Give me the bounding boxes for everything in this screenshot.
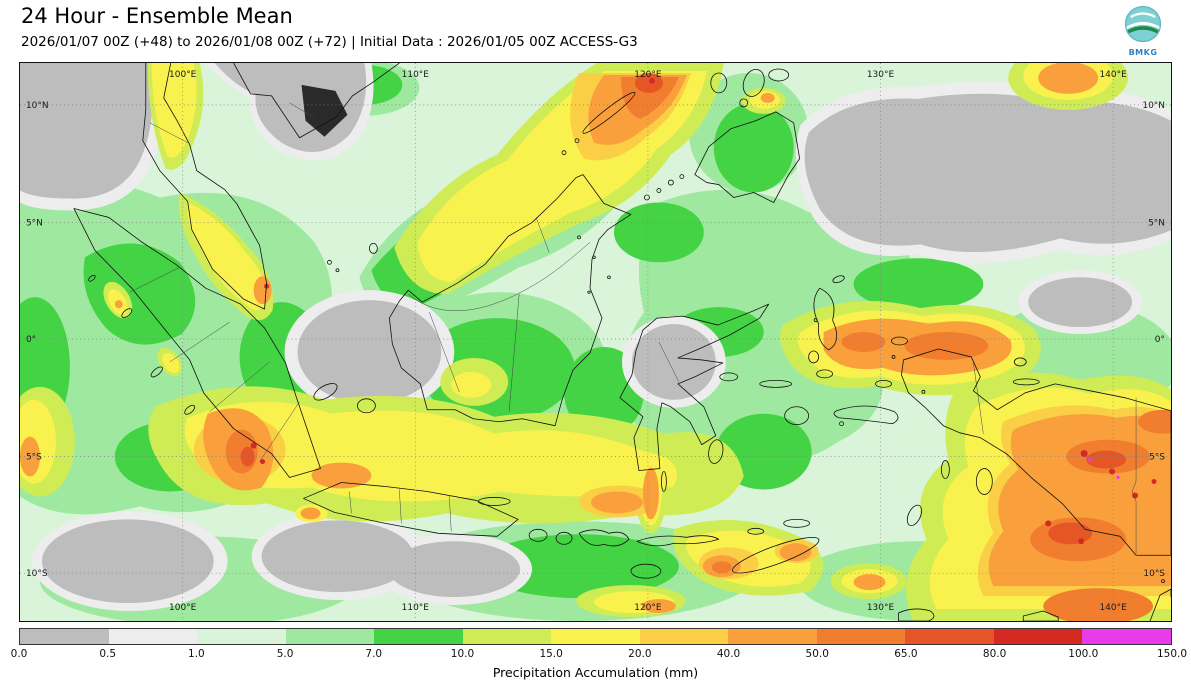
colorbar-tick: 15.0: [539, 648, 563, 660]
axis-labels: 100°E 110°E 120°E 130°E 140°E 100°E 110°…: [26, 70, 1165, 613]
bmkg-logo-caption: BMKG: [1128, 48, 1158, 57]
colorbar-segment: [285, 629, 375, 644]
lon-label: 100°E: [169, 603, 197, 613]
colorbar-segment: [462, 629, 552, 644]
colorbar-tick: 50.0: [805, 648, 829, 660]
page-subtitle: 2026/01/07 00Z (+48) to 2026/01/08 00Z (…: [21, 34, 638, 50]
lon-label: 130°E: [867, 603, 895, 613]
colorbar-segment: [816, 629, 906, 644]
colorbar-tick: 0.5: [99, 648, 117, 660]
lon-label: 110°E: [402, 70, 430, 80]
colorbar-tick: 65.0: [894, 648, 918, 660]
colorbar-ticks: 0.0 0.5 1.0 5.0 7.0 10.0 15.0 20.0 40.0 …: [11, 648, 1187, 661]
lat-label: 0°: [1155, 335, 1165, 345]
colorbar-segment: [374, 629, 463, 644]
colorbar-tick: 150.0: [1156, 648, 1188, 660]
precipitation-map: 100°E 110°E 120°E 130°E 140°E 100°E 110°…: [19, 62, 1172, 622]
lon-label: 100°E: [169, 70, 197, 80]
lon-label: 140°E: [1099, 70, 1127, 80]
lat-label: 5°N: [1148, 218, 1165, 228]
lat-label: 5°S: [26, 453, 42, 463]
page-title: 24 Hour - Ensemble Mean: [21, 4, 293, 28]
colorbar-tick: 80.0: [982, 648, 1007, 660]
lat-label: 5°S: [1149, 453, 1165, 463]
precip-orangered-layer: [240, 72, 1127, 545]
precip-red-layer: [250, 77, 1157, 545]
colorbar-tick: 5.0: [276, 648, 294, 660]
lat-label: 5°N: [26, 218, 43, 228]
lat-label: 0°: [26, 335, 36, 345]
dark-coast-patch: [301, 84, 348, 137]
colorbar-segment: [551, 629, 640, 644]
lon-label: 120°E: [634, 603, 662, 613]
colorbar-tick: 100.0: [1068, 648, 1099, 660]
colorbar-segment: [639, 629, 729, 644]
lat-label: 10°S: [26, 569, 48, 579]
lat-label: 10°S: [1143, 569, 1165, 579]
colorbar-segment: [993, 629, 1083, 644]
colorbar-tick: 20.0: [628, 648, 652, 660]
bmkg-logo-icon: [1124, 5, 1162, 43]
precip-magenta-layer: [1088, 457, 1120, 480]
lon-label: 110°E: [402, 603, 430, 613]
bmkg-logo: BMKG: [1119, 3, 1167, 57]
colorbar-tick: 0.0: [10, 648, 28, 660]
colorbar-segment: [905, 629, 994, 644]
colorbar-segment: [197, 629, 286, 644]
lat-label: 10°N: [1142, 101, 1165, 111]
precip-gray-layer: [20, 63, 1171, 604]
graticule: [20, 63, 1171, 621]
colorbar-tick: 7.0: [365, 648, 383, 660]
coastlines: [73, 63, 1171, 621]
lon-label: 120°E: [634, 70, 662, 80]
colorbar-tick: 40.0: [716, 648, 741, 660]
colorbar-segment: [728, 629, 817, 644]
colorbar: [19, 628, 1172, 645]
lon-label: 140°E: [1099, 603, 1127, 613]
colorbar-segment: [20, 629, 109, 644]
admin-borders: [129, 102, 1137, 554]
lon-label: 130°E: [867, 70, 895, 80]
colorbar-label: Precipitation Accumulation (mm): [492, 665, 699, 680]
precipitation-map-svg: 100°E 110°E 120°E 130°E 140°E 100°E 110°…: [20, 63, 1171, 621]
colorbar-tick: 1.0: [188, 648, 205, 660]
colorbar-segment: [1082, 629, 1171, 644]
lat-label: 10°N: [26, 101, 49, 111]
colorbar-segment: [108, 629, 198, 644]
colorbar-tick: 10.0: [450, 648, 475, 660]
